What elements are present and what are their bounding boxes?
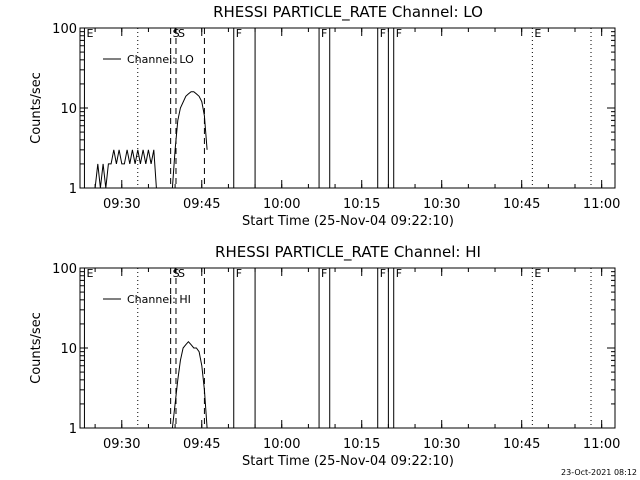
plot-frame <box>79 267 616 429</box>
y-tick-label: 100 <box>52 22 77 37</box>
y-tick-label: 100 <box>52 262 77 277</box>
x-axis-label: Start Time (25-Nov-04 09:22:10) <box>242 214 454 229</box>
event-marker-label: F <box>321 267 327 280</box>
event-marker-label: E <box>534 27 541 40</box>
x-tick-label: 09:30 <box>103 197 140 212</box>
legend-entry: Channel: LO <box>127 53 194 66</box>
event-marker-label: F <box>396 267 402 280</box>
x-tick-label: 09:30 <box>103 437 140 452</box>
plot-frame <box>79 27 616 189</box>
x-tick-label: 10:45 <box>503 437 540 452</box>
y-axis-label: Counts/sec <box>29 72 44 144</box>
y-tick-label: 10 <box>60 102 77 117</box>
hi-channel-panel: RHESSI PARTICLE_RATE Channel: HI Counts/… <box>29 243 620 469</box>
y-tick-label: 1 <box>69 182 77 197</box>
y-tick-label: 10 <box>60 342 77 357</box>
event-marker-label: F <box>380 267 386 280</box>
x-tick-label: 09:45 <box>183 437 220 452</box>
event-marker-label: F <box>236 267 242 280</box>
legend-entry: Channel: HI <box>127 293 191 306</box>
event-marker-label: E <box>534 267 541 280</box>
chart-title: RHESSI PARTICLE_RATE Channel: HI <box>215 243 481 262</box>
x-tick-label: 11:00 <box>583 437 620 452</box>
y-tick-label: 1 <box>69 422 77 437</box>
event-marker-label: F <box>236 27 242 40</box>
event-marker-label: F <box>380 27 386 40</box>
lo-channel-panel: RHESSI PARTICLE_RATE Channel: LO Counts/… <box>29 3 620 229</box>
series-line <box>89 91 208 189</box>
plot-area: 1 10 100 09:30 09:45 10:00 10:15 10:30 10:45 11:0… <box>52 262 620 452</box>
legend: Channel: LO <box>103 53 194 66</box>
plot-area: 1 10 100 09:30 09:45 10:00 10:15 10:30 10:45 11:0… <box>52 22 620 212</box>
event-marker-label: S <box>178 267 185 280</box>
chart-title: RHESSI PARTICLE_RATE Channel: LO <box>213 3 483 22</box>
event-marker-label: S <box>178 27 185 40</box>
event-marker-label: F <box>396 27 402 40</box>
x-tick-label: 10:30 <box>423 197 460 212</box>
x-tick-label: 10:15 <box>343 437 380 452</box>
x-tick-label: 10:15 <box>343 197 380 212</box>
legend: Channel: HI <box>103 293 191 306</box>
y-axis-label: Counts/sec <box>29 312 44 384</box>
event-marker-label: F <box>321 27 327 40</box>
x-tick-label: 10:45 <box>503 197 540 212</box>
x-tick-label: 11:00 <box>583 197 620 212</box>
x-tick-label: 10:30 <box>423 437 460 452</box>
series-line <box>171 340 208 429</box>
x-tick-label: 10:00 <box>263 197 300 212</box>
footer-timestamp: 23-Oct-2021 08:12 <box>561 468 637 477</box>
x-tick-label: 10:00 <box>263 437 300 452</box>
event-marker-label: E <box>86 27 93 40</box>
x-tick-label: 09:45 <box>183 197 220 212</box>
x-axis-label: Start Time (25-Nov-04 09:22:10) <box>242 454 454 469</box>
event-marker-label: E <box>86 267 93 280</box>
